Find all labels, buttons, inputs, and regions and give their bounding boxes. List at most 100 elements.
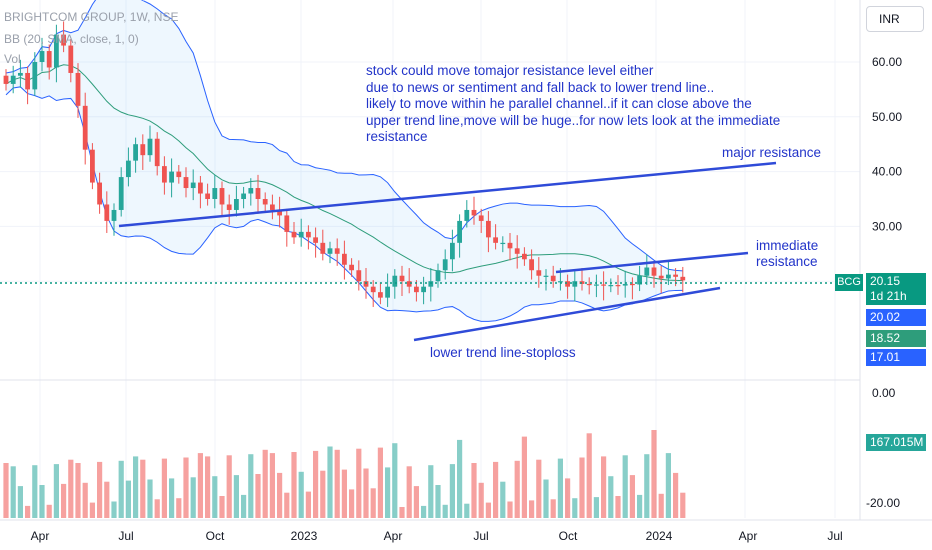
volume-bar [421, 505, 427, 518]
volume-bar [521, 436, 527, 518]
candle-body [630, 283, 635, 286]
candle-body [226, 204, 232, 210]
candle-body [406, 281, 412, 287]
candle-body [126, 160, 131, 178]
candle-body [97, 182, 102, 205]
candle-body [637, 275, 642, 285]
volume-bar [284, 492, 290, 518]
candle-body [284, 215, 290, 232]
candle-body [486, 220, 491, 238]
volume-bar [68, 459, 74, 518]
candle-body [18, 72, 23, 76]
candle-body [111, 209, 117, 221]
volume-bar [111, 501, 117, 518]
volume-bar [291, 452, 297, 518]
candle-body [32, 62, 38, 90]
volume-bar [579, 457, 585, 518]
candle-body [219, 188, 225, 205]
bb-upper-badge: 20.02 [866, 309, 926, 326]
lower-trend-label: lower trend line-stoploss [430, 345, 576, 360]
volume-bar [53, 464, 59, 518]
volume-bar [327, 446, 333, 518]
candle-body [75, 72, 81, 106]
volume-bar [428, 465, 434, 518]
last-price-badge: 20.15 1d 21h [866, 273, 926, 305]
volume-bars [3, 430, 686, 518]
candle-body [190, 182, 196, 189]
candle-body [349, 264, 354, 271]
volume-indicator-label[interactable]: Vol [4, 52, 21, 66]
volume-bar [82, 482, 88, 518]
candle-body [392, 275, 398, 287]
volume-tick: 0.00 [872, 386, 896, 400]
volume-bar [125, 480, 131, 518]
volume-bar [377, 447, 383, 518]
candle-body [522, 253, 527, 260]
candle-body [334, 248, 340, 254]
candle-body [61, 34, 66, 46]
candle-body [90, 149, 95, 183]
time-tick: Apr [739, 529, 758, 543]
volume-bar [392, 443, 398, 518]
volume-tick: -20.00 [866, 496, 900, 510]
time-axis: Apr Jul Oct 2023 Apr Jul Oct 2024 Apr Jul [31, 529, 843, 543]
time-tick: Jul [473, 529, 488, 543]
currency-selector[interactable]: INR [866, 6, 924, 32]
volume-bar [514, 460, 520, 518]
note-line: upper trend line,move will be huge..for … [366, 112, 781, 128]
candle-body [118, 177, 124, 210]
volume-bar [219, 496, 225, 518]
candle-body [644, 267, 650, 276]
time-tick: Apr [31, 529, 50, 543]
volume-bar [543, 479, 549, 518]
candle-body [680, 276, 686, 281]
volume-bar [212, 476, 218, 518]
candles [3, 21, 686, 307]
symbol-title[interactable]: BRIGHTCOM GROUP, 1W, NSE [4, 10, 179, 24]
volume-bar [413, 486, 419, 518]
bb-indicator-label[interactable]: BB (20, SMA, close, 1, 0) [4, 32, 139, 46]
volume-bar [183, 457, 189, 518]
candle-body [212, 188, 218, 199]
volume-bar [601, 456, 607, 518]
time-tick: Oct [559, 529, 578, 543]
candle-body [565, 281, 570, 287]
volume-bar [680, 492, 686, 518]
volume-bar [629, 475, 635, 518]
volume-bar [46, 504, 52, 518]
volume-bar [341, 469, 347, 518]
candle-body [147, 138, 153, 156]
candle-body [82, 105, 88, 150]
immediate-resistance-label-2: resistance [756, 254, 818, 269]
volume-bar [536, 459, 542, 518]
volume-bar [363, 468, 369, 518]
volume-bar [507, 501, 513, 518]
volume-bar [89, 502, 95, 518]
candle-body [500, 242, 506, 245]
candle-body [622, 283, 628, 286]
bb-basis-line [5, 64, 683, 282]
analysis-note: stock could move tomajor resistance leve… [366, 63, 780, 146]
candle-body [183, 177, 189, 189]
note-line: due to news or sentiment and fall back t… [366, 79, 715, 95]
candle-body [594, 284, 599, 286]
candle-body [370, 286, 376, 293]
volume-bar [493, 461, 499, 518]
volume-bar [644, 454, 650, 518]
bb-fill [6, 0, 683, 322]
candle-body [363, 281, 369, 287]
volume-bar [449, 464, 455, 518]
volume-bar [615, 496, 621, 518]
lower-trend-line [413, 286, 721, 342]
candle-body [356, 270, 362, 282]
major-resistance-label: major resistance [722, 145, 822, 160]
candle-body [255, 188, 261, 199]
volume-badge: 167.015M [866, 434, 926, 451]
candle-body [378, 292, 383, 298]
candle-body [558, 281, 563, 283]
volume-bar [147, 479, 153, 518]
volume-bar [118, 460, 124, 518]
bar-countdown: 1d 21h [870, 289, 907, 303]
volume-bar [471, 463, 477, 518]
